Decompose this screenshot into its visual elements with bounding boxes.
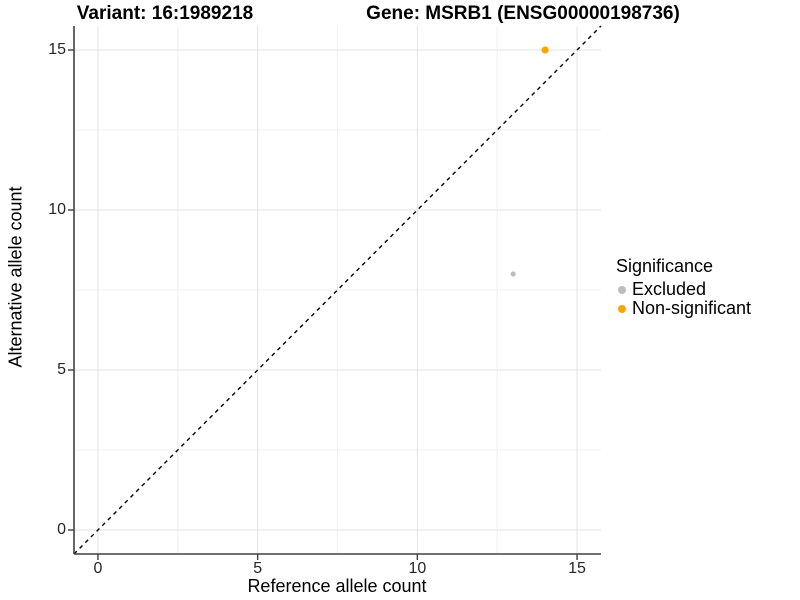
variant-title: Variant: 16:1989218 (76, 3, 254, 24)
gene-title: Gene: MSRB1 (ENSG00000198736) (366, 3, 680, 24)
x-tick-label: 10 (408, 560, 427, 577)
x-axis-title: Reference allele count (247, 576, 427, 596)
legend-row: Excluded (616, 279, 751, 299)
data-point-excluded (510, 271, 516, 277)
legend-row: Non-significant (616, 298, 752, 318)
legend-label: Excluded (632, 279, 707, 299)
data-point-non-significant (541, 46, 549, 54)
y-tick-label: 0 (57, 521, 66, 538)
y-tick-label: 5 (57, 361, 66, 378)
x-tick-label: 5 (253, 560, 263, 577)
legend-label: Non-significant (632, 298, 752, 318)
y-tick-label: 15 (48, 41, 66, 58)
x-tick-label: 0 (93, 560, 103, 577)
x-tick-label: 15 (568, 560, 586, 577)
legend-key-dot-icon (618, 285, 626, 294)
legend-entries: Excluded Non-significant (616, 279, 752, 318)
legend-key-dot-icon (618, 304, 626, 313)
legend: Significance Excluded Non-significant (616, 254, 751, 318)
y-tick-label: 10 (48, 201, 66, 218)
y-axis-title: Alternative allele count (5, 186, 26, 368)
legend-title: Significance (616, 256, 714, 276)
